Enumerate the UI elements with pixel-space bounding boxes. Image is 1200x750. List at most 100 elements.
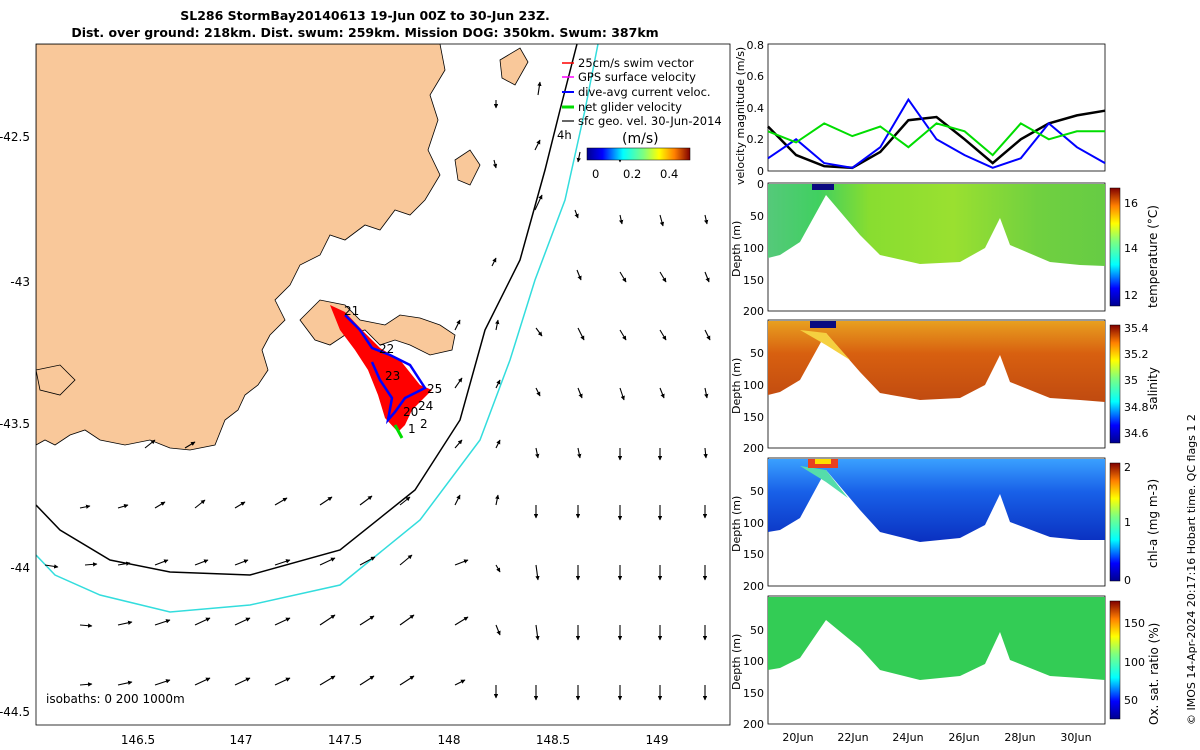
cb-tick: 35: [1124, 374, 1138, 387]
svg-text:-44: -44: [10, 561, 30, 575]
salinity-section[interactable]: 50 100 150 200 Depth (m) 34.6 34.8 35 35…: [730, 319, 1160, 455]
svg-text:148.5: 148.5: [536, 733, 570, 747]
colorbar-tick: 0: [592, 167, 599, 181]
velocity-field: [44, 81, 711, 701]
cb-tick: 0: [1124, 574, 1131, 587]
glider-track: [330, 305, 432, 439]
depth-label: Depth (m): [730, 358, 743, 414]
svg-text:30Jun: 30Jun: [1060, 731, 1091, 744]
svg-text:147.5: 147.5: [328, 733, 362, 747]
day-label: 25: [427, 382, 442, 396]
velocity-series-line: [767, 122, 1105, 157]
depth-tick: 100: [743, 655, 764, 668]
map-frame: [35, 43, 731, 726]
date-ticks: 20Jun 22Jun 24Jun 26Jun 28Jun 30Jun: [782, 731, 1091, 744]
depth-tick: 150: [743, 687, 764, 700]
cb-label: Ox. sat. ratio (%): [1147, 623, 1161, 725]
svg-text:20Jun: 20Jun: [782, 731, 813, 744]
svg-text:149: 149: [646, 733, 669, 747]
depth-tick: 150: [743, 548, 764, 561]
depth-tick: 100: [743, 517, 764, 530]
svg-text:148: 148: [438, 733, 461, 747]
map-title-line2: Dist. over ground: 218km. Dist. swum: 25…: [71, 25, 659, 40]
depth-tick: 200: [743, 442, 764, 455]
isobath-label: isobaths: 0 200 1000m: [46, 692, 185, 706]
svg-text:-43: -43: [10, 275, 30, 289]
colorbar-tick: 0.2: [623, 167, 641, 181]
legend-net-velocity: net glider velocity: [578, 100, 682, 114]
velocity-series-line: [767, 97, 1106, 169]
depth-tick: 50: [750, 347, 764, 360]
oxygen-colorbar: [1109, 600, 1121, 720]
speed-colorbar: [586, 147, 691, 161]
land-island-3: [36, 364, 76, 396]
day-label: 24: [418, 399, 433, 413]
land-island-2: [499, 47, 529, 86]
legend-sfc-geo-vel: sfc geo. vel. 30-Jun-2014: [578, 114, 722, 128]
cb-tick: 35.4: [1124, 322, 1149, 335]
cb-tick: 35.2: [1124, 348, 1149, 361]
cb-tick: 14: [1124, 242, 1138, 255]
depth-tick: 200: [743, 718, 764, 731]
copyright-stamp: © IMOS 14-Apr-2024 20:17:16 Hobart time.…: [1185, 414, 1198, 725]
legend-swim-vector: 25cm/s swim vector: [578, 56, 694, 70]
cb-tick: 12: [1124, 289, 1138, 302]
svg-text:0.4: 0.4: [747, 102, 765, 115]
chla-colorbar: [1109, 462, 1121, 582]
temperature-colorbar: [1109, 187, 1121, 307]
depth-tick: 150: [743, 274, 764, 287]
svg-text:0.8: 0.8: [747, 39, 765, 52]
depth-label: Depth (m): [730, 634, 743, 690]
legend-gps-velocity: GPS surface velocity: [578, 70, 696, 84]
isobath-1000m: [36, 44, 599, 613]
day-label: 1: [408, 422, 416, 436]
cb-tick: 50: [1124, 694, 1138, 707]
depth-tick: 200: [743, 305, 764, 318]
day-label: 2: [420, 417, 428, 431]
velocity-ylabel: velocity magnitude (m/s): [734, 47, 747, 185]
map-title-line1: SL286 StormBay20140613 19-Jun 00Z to 30-…: [180, 8, 550, 23]
cb-tick: 150: [1124, 617, 1145, 630]
cb-label: salinity: [1146, 367, 1160, 410]
depth-label: Depth (m): [730, 496, 743, 552]
velocity-panel[interactable]: 0 0.2 0.4 0.6 0.8 velocity magnitude (m/…: [734, 39, 1106, 185]
depth-tick: 50: [750, 485, 764, 498]
cb-tick: 2: [1124, 461, 1131, 474]
svg-text:0.2: 0.2: [747, 133, 765, 146]
svg-text:-42.5: -42.5: [0, 130, 30, 144]
cb-tick: 100: [1124, 656, 1145, 669]
legend-current: dive-avg current veloc.: [578, 85, 711, 99]
depth-label: Depth (m): [730, 221, 743, 277]
cb-tick: 34.6: [1124, 427, 1149, 440]
depth-tick: 100: [743, 242, 764, 255]
land-mainland: [36, 44, 446, 451]
cb-tick: 34.8: [1124, 401, 1149, 414]
svg-text:146.5: 146.5: [121, 733, 155, 747]
colorbar-tick: 0.4: [660, 167, 678, 181]
salinity-colorbar: [1109, 324, 1121, 444]
svg-text:147: 147: [230, 733, 253, 747]
land-island-1: [454, 149, 481, 186]
map-panel[interactable]: 21 22 23 24 20 25 1 2: [36, 44, 730, 725]
map-legend: 25cm/s swim vector GPS surface velocity …: [557, 56, 722, 181]
depth-tick: 150: [743, 411, 764, 424]
oxygen-section[interactable]: 50 100 150 200 Depth (m) 50 100 150 Ox. …: [730, 595, 1161, 731]
svg-text:0: 0: [757, 165, 764, 178]
colorbar-title: (m/s): [622, 131, 659, 147]
svg-text:-44.5: -44.5: [0, 705, 30, 719]
cb-tick: 1: [1124, 516, 1131, 529]
temperature-section[interactable]: 0 50 100 150 200 Depth (m) 12 14 16 temp…: [730, 178, 1160, 318]
svg-text:24Jun: 24Jun: [892, 731, 923, 744]
cb-tick: 16: [1124, 197, 1138, 210]
cb-label: chl-a (mg m-3): [1146, 479, 1160, 568]
svg-text:28Jun: 28Jun: [1004, 731, 1035, 744]
svg-text:26Jun: 26Jun: [948, 731, 979, 744]
day-label: 23: [385, 369, 400, 383]
map-lat-ticks: -42.5 -43 -43.5 -44 -44.5: [0, 130, 30, 719]
chla-section[interactable]: 50 100 150 200 Depth (m) 0 1 2 chl-a (mg…: [730, 457, 1160, 593]
track-day-labels: 21 22 23 24 20 25 1 2: [344, 304, 442, 436]
legend-time-label: 4h: [557, 128, 572, 142]
cb-label: temperature (°C): [1146, 205, 1160, 308]
day-label: 22: [379, 342, 394, 356]
depth-tick: 0: [757, 178, 764, 191]
